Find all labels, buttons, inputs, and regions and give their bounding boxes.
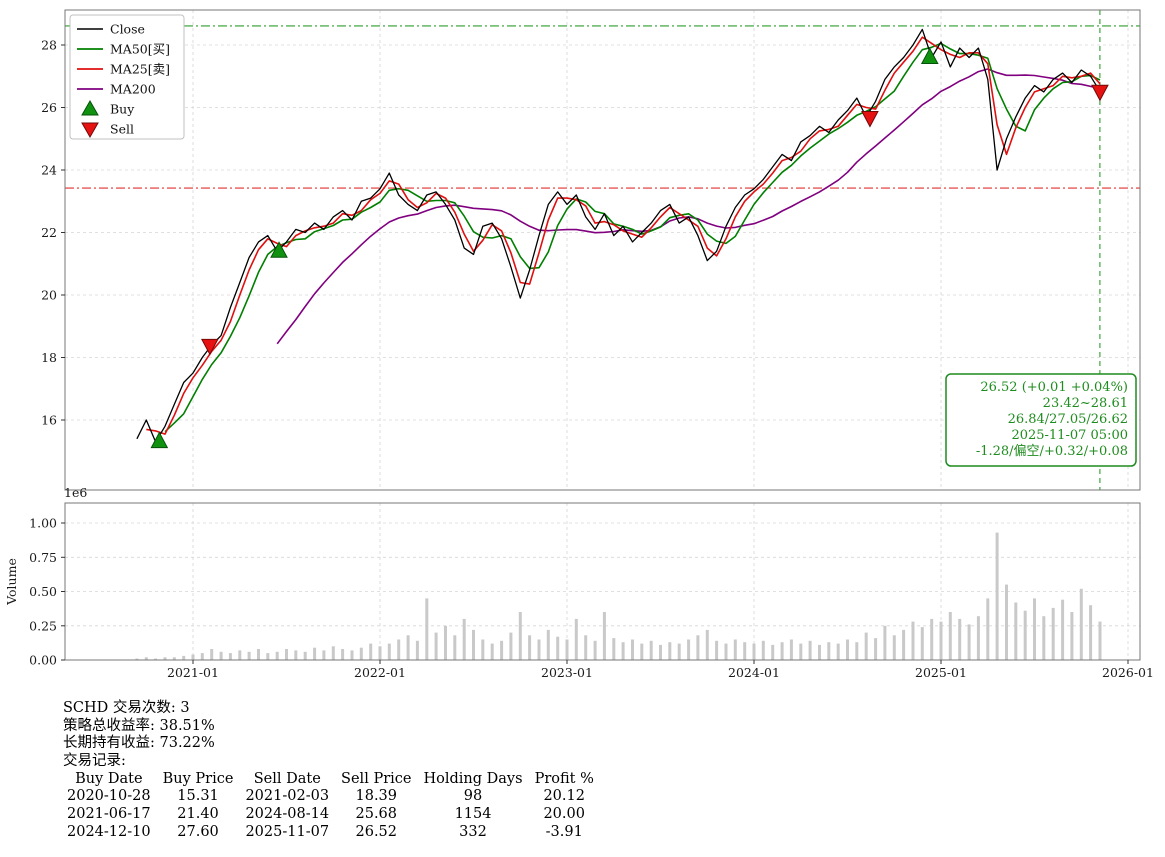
trade-markers <box>150 47 1109 449</box>
svg-text:26: 26 <box>41 100 57 115</box>
legend-label: Buy <box>110 102 135 117</box>
svg-text:18: 18 <box>41 350 57 365</box>
close-line <box>136 28 1101 443</box>
sell-triangle-icon <box>81 122 99 139</box>
col-sell-date: Sell Date <box>253 770 321 787</box>
col-profit-pct: Profit % <box>534 770 594 787</box>
trade-row: 2021-06-17 21.40 2024-08-14 25.68 1154 2… <box>67 806 585 823</box>
trade-table-header-row: Buy Date Buy Price Sell Date Sell Price … <box>67 771 606 789</box>
svg-text:22: 22 <box>41 225 57 240</box>
col-sell-price: Sell Price <box>341 770 412 787</box>
col-buy-date: Buy Date <box>75 770 143 787</box>
price-panel-border <box>64 9 1141 491</box>
trade-record-heading: 交易记录: <box>63 753 126 770</box>
trade-count-line: SCHD 交易次数: 3 <box>63 700 190 716</box>
legend-label: MA50[买] <box>110 42 170 57</box>
price-volume-chart: 16 18 20 22 24 26 28 0.00 0.25 0.50 0.75 1.00 2021-0… <box>4 9 1154 681</box>
sell-marker <box>861 111 879 128</box>
sell-marker <box>200 338 219 356</box>
info-box-line: 2025-11-07 05:00 <box>1011 428 1128 443</box>
svg-text:2026-01: 2026-01 <box>1102 665 1154 680</box>
col-holding-days: Holding Days <box>423 770 523 787</box>
info-box-line: 26.84/27.05/26.62 <box>1008 412 1128 427</box>
volume-offset-label: 1e6 <box>64 485 87 500</box>
info-box-line: 26.52 (+0.01 +0.04%) <box>980 380 1128 395</box>
buy-marker <box>920 47 939 64</box>
chart-info-box: 26.52 (+0.01 +0.04%)23.42~28.6126.84/27.… <box>945 373 1137 467</box>
svg-text:2021-01: 2021-01 <box>167 665 219 680</box>
svg-text:20: 20 <box>41 288 57 303</box>
legend-label: MA200 <box>110 82 156 97</box>
legend-label: Close <box>110 22 145 37</box>
volume-bars <box>135 532 1102 661</box>
gridlines <box>65 10 1140 661</box>
svg-text:0.00: 0.00 <box>29 653 57 668</box>
holding-return-line: 长期持有收益: 73.22% <box>63 735 215 752</box>
sell-marker <box>1091 84 1109 102</box>
svg-text:0.25: 0.25 <box>29 618 57 633</box>
svg-text:28: 28 <box>41 38 57 53</box>
ma-line-MA25 <box>146 36 1101 435</box>
svg-text:0.75: 0.75 <box>29 550 57 565</box>
buy-marker <box>270 241 288 258</box>
info-box-line: 23.42~28.61 <box>1043 396 1128 411</box>
svg-text:24: 24 <box>41 163 57 178</box>
svg-text:1.00: 1.00 <box>29 516 57 531</box>
axes: 16 18 20 22 24 26 28 0.00 0.25 0.50 0.75 1.00 2021-0… <box>4 38 1154 681</box>
svg-text:2025-01: 2025-01 <box>915 665 967 680</box>
trade-table: Buy Date Buy Price Sell Date Sell Price … <box>67 771 606 842</box>
col-buy-price: Buy Price <box>162 770 234 787</box>
info-box-border <box>945 373 1137 467</box>
legend-box <box>69 14 185 140</box>
ma-line-MA50 <box>164 42 1101 433</box>
svg-text:0.50: 0.50 <box>29 584 57 599</box>
strategy-return-line: 策略总收益率: 38.51% <box>63 717 215 734</box>
volume-panel-border <box>64 502 1141 661</box>
trade-row: 2020-10-28 15.31 2021-02-03 18.39 98 20.… <box>67 788 585 805</box>
legend-label: MA25[卖] <box>110 62 170 77</box>
price-lines <box>136 28 1101 443</box>
legend: Close MA50[买] MA25[卖] MA200 Buy Sell <box>69 14 185 140</box>
svg-text:2023-01: 2023-01 <box>541 665 593 680</box>
ma-line-MA200 <box>276 68 1101 345</box>
svg-text:16: 16 <box>41 413 57 428</box>
buy-marker <box>150 431 169 449</box>
info-box-line: -1.28/偏空/+0.32/+0.08 <box>976 444 1128 459</box>
volume-axis-label: Volume <box>4 558 19 606</box>
strategy-summary: SCHD 交易次数: 3 策略总收益率: 38.51% 长期持有收益: 73.2… <box>63 700 606 842</box>
svg-text:2024-01: 2024-01 <box>728 665 780 680</box>
svg-text:2022-01: 2022-01 <box>354 665 406 680</box>
legend-label: Sell <box>110 122 134 137</box>
buy-triangle-icon <box>81 99 99 116</box>
trade-row: 2024-12-10 27.60 2025-11-07 26.52 332 -3… <box>67 823 583 840</box>
